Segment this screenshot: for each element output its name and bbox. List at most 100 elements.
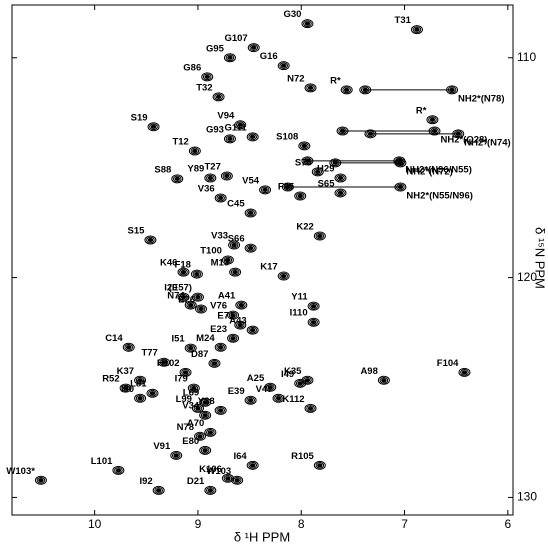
peak-contour	[237, 322, 243, 328]
peak-contour	[366, 130, 375, 138]
peak-label: W103	[206, 466, 231, 477]
x-axis-label: δ ¹H PPM	[234, 529, 290, 544]
x-tick-label: 7	[401, 517, 408, 531]
peak	[334, 173, 347, 183]
peak-label: V33	[211, 231, 228, 242]
peak-contour	[184, 300, 197, 310]
peak-contour	[310, 304, 317, 309]
peak-label: NH2*(N96/N55)	[405, 164, 472, 175]
peak-contour	[297, 193, 303, 199]
peak-label: S19	[131, 112, 148, 123]
peak-contour	[244, 243, 257, 253]
peak-contour	[134, 375, 147, 385]
peak-contour	[195, 433, 205, 440]
peak-contour	[315, 232, 325, 240]
peak	[134, 393, 147, 403]
peak-label: D21	[187, 476, 205, 487]
peak	[458, 367, 471, 377]
peak-label: R*	[416, 105, 427, 116]
peak-contour	[207, 175, 214, 181]
peak-contour	[224, 173, 230, 179]
peak	[394, 182, 407, 192]
peak-contour	[246, 132, 259, 142]
peak-contour	[343, 87, 350, 92]
peak-contour	[221, 255, 234, 265]
peak-contour	[228, 311, 238, 319]
peak-contour	[304, 83, 317, 93]
peak	[334, 188, 347, 198]
peak-contour	[147, 122, 160, 132]
x-tick-label: 8	[298, 517, 305, 531]
peak-label: K106	[199, 464, 222, 475]
peak-contour	[229, 241, 239, 249]
peak-contour	[234, 320, 247, 330]
peak	[227, 333, 240, 343]
peak-contour	[246, 325, 259, 335]
peak	[221, 473, 234, 483]
peak-contour	[232, 476, 242, 484]
peak	[112, 465, 125, 475]
peak-contour	[201, 72, 214, 82]
peak-label: S75	[295, 157, 313, 168]
peak-label: N74	[167, 291, 185, 302]
peak-label: F85	[278, 182, 295, 193]
peak-contour	[246, 396, 255, 404]
peak-contour	[124, 343, 134, 351]
peak-contour	[280, 63, 287, 68]
peak-label: G86	[183, 62, 201, 73]
peak-label: K17	[260, 262, 277, 273]
peak-contour	[206, 174, 215, 182]
peak-contour	[304, 403, 317, 413]
peak-contour	[190, 269, 203, 279]
peak-contour	[277, 271, 290, 281]
peak-contour	[191, 386, 197, 391]
peak-contour	[237, 301, 246, 309]
peak-contour	[147, 237, 154, 243]
peak	[359, 85, 372, 95]
peak-contour	[396, 159, 405, 167]
peak-label: I20	[164, 283, 177, 294]
peak-contour	[285, 184, 291, 190]
peak-contour	[329, 158, 342, 168]
peak-contour	[196, 305, 206, 313]
peak	[272, 393, 285, 403]
peak-contour	[188, 302, 194, 308]
peak-contour	[249, 134, 256, 139]
peak-contour	[303, 376, 312, 384]
peak-label: C14	[105, 333, 123, 344]
peak-contour	[223, 134, 236, 144]
peak-contour	[192, 270, 202, 278]
peak-label: T32	[196, 82, 212, 93]
peak-contour	[191, 403, 204, 413]
peak	[201, 72, 214, 82]
peak-contour	[149, 391, 156, 396]
peak-contour	[446, 85, 459, 95]
peak-label: H102	[157, 358, 180, 369]
peak-contour	[310, 320, 317, 325]
peak-contour	[244, 208, 257, 218]
peak-contour	[334, 188, 347, 198]
peak	[184, 300, 197, 310]
peak-contour	[187, 383, 200, 393]
peak	[199, 445, 212, 455]
peak-contour	[208, 358, 221, 368]
peak-label: L101	[91, 456, 113, 467]
peak-label: G30	[283, 9, 301, 20]
peak-label: R105	[291, 451, 314, 462]
peak-contour	[179, 293, 188, 301]
peak	[294, 191, 307, 201]
peak-contour	[135, 376, 145, 384]
peak-label: R52	[102, 374, 119, 385]
peak-contour	[428, 116, 437, 124]
peak-contour	[246, 244, 255, 252]
peak-contour	[307, 301, 320, 311]
peak-contour	[214, 193, 227, 203]
peak	[191, 292, 204, 302]
peak	[190, 269, 203, 279]
peak-contour	[412, 26, 422, 33]
peak-contour	[173, 453, 179, 458]
peak-contour	[317, 233, 323, 239]
peak-contour	[447, 86, 457, 94]
peak	[246, 460, 259, 470]
peak-contour	[225, 54, 235, 62]
